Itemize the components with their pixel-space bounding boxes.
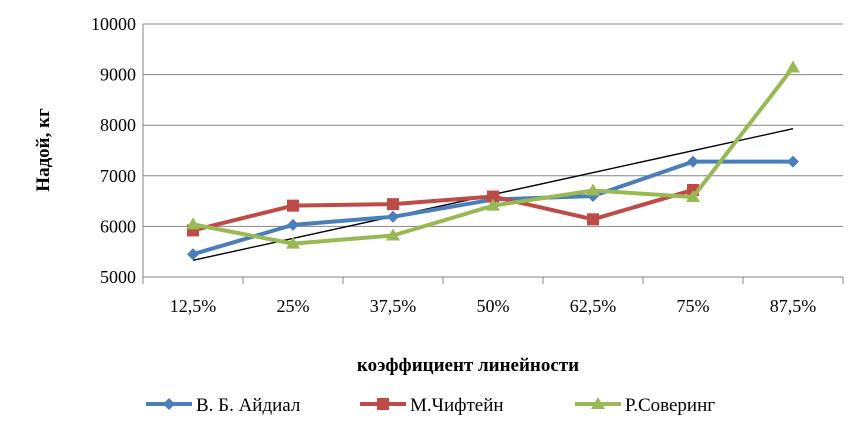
legend-marker-0 [163,398,175,410]
x-tick-label-0: 12,5% [170,296,217,316]
y-tick-label-4: 9000 [100,65,136,85]
x-tick-label-5: 75% [677,296,710,316]
series-0-point-6 [787,155,799,168]
x-axis-label: коэффициент линейности [357,355,579,376]
series-2-point-6 [786,60,800,73]
y-axis-ticks: 5000 6000 7000 8000 9000 10000 [91,14,136,287]
series-0-point-5 [687,155,699,168]
series-group [186,60,800,261]
series-1-point-2 [387,198,399,211]
x-axis-ticks: 12,5% 25% 37,5% 50% 62,5% 75% 87,5% [170,296,817,316]
series-0-point-0 [187,248,199,261]
series-0-point-2 [387,210,399,223]
series-1-line [191,187,695,233]
series-2-point-4 [586,183,600,196]
legend: В. Б. Айдиал М.Чифтейн Р.Соверинг [146,395,715,416]
series-2 [186,60,800,249]
y-tick-label-3: 8000 [100,115,136,135]
series-2-point-1 [286,236,300,249]
series-2-point-0 [186,217,200,230]
series-0-point-1 [287,218,299,231]
series-2-line [191,65,795,246]
x-tick-label-1: 25% [277,296,310,316]
y-tick-label-5: 10000 [91,14,136,34]
y-tick-label-0: 5000 [100,267,136,287]
x-tick-label-4: 62,5% [570,296,617,316]
x-tick-label-2: 37,5% [370,296,417,316]
y-tick-label-1: 6000 [100,216,136,236]
x-axis [142,276,844,284]
legend-label-1: М.Чифтейн [410,395,504,416]
x-tick-label-6: 87,5% [770,296,817,316]
series-2-point-2 [386,228,400,241]
legend-label-0: В. Б. Айдиал [196,395,301,416]
grid-lines [142,23,843,277]
x-tick-label-3: 50% [477,296,510,316]
legend-label-2: Р.Соверинг [625,395,715,416]
series-1-point-4 [587,213,599,226]
y-tick-label-2: 7000 [100,166,136,186]
y-axis-label: Надой, кг [33,108,54,192]
series-1-point-3 [487,190,499,203]
legend-marker-1 [377,398,389,410]
series-2-point-5 [686,190,700,203]
legend-marker-2 [591,397,605,409]
series-2-point-3 [486,198,500,211]
series-1-point-1 [287,199,299,212]
